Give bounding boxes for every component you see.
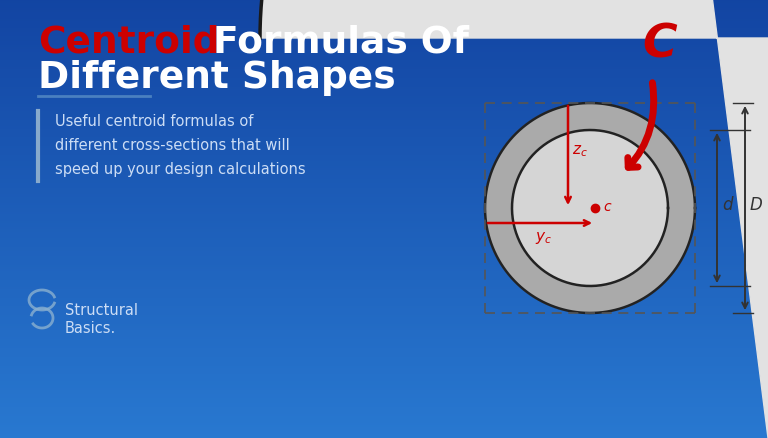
- Text: c: c: [603, 200, 611, 213]
- Text: Formulas Of: Formulas Of: [200, 24, 469, 60]
- Text: $y_c$: $y_c$: [535, 230, 552, 245]
- Polygon shape: [485, 104, 695, 313]
- Text: speed up your design calculations: speed up your design calculations: [55, 162, 306, 177]
- Text: $z_c$: $z_c$: [572, 143, 588, 159]
- Text: C: C: [642, 22, 677, 67]
- Text: Useful centroid formulas of: Useful centroid formulas of: [55, 114, 253, 129]
- Polygon shape: [260, 0, 768, 438]
- Text: Structural: Structural: [65, 302, 138, 317]
- Text: d: d: [722, 195, 733, 213]
- Text: Basics.: Basics.: [65, 320, 116, 335]
- Polygon shape: [512, 131, 668, 286]
- Text: different cross-sections that will: different cross-sections that will: [55, 138, 290, 153]
- Text: D: D: [750, 195, 763, 213]
- Text: Different Shapes: Different Shapes: [38, 60, 396, 96]
- Text: Centroid: Centroid: [38, 24, 220, 60]
